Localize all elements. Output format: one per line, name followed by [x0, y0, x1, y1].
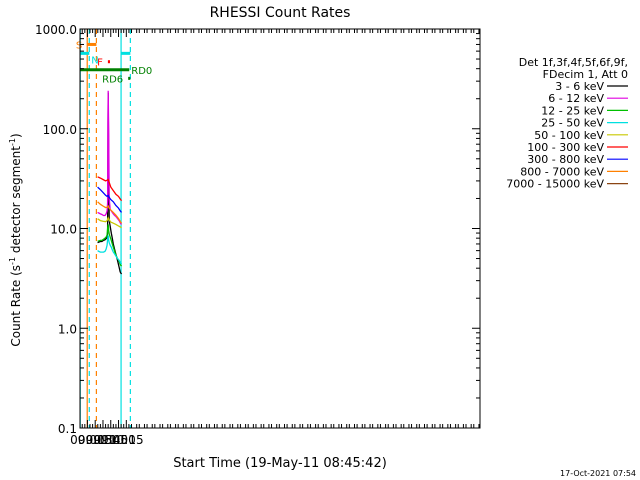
- legend-label: 100 - 300 keV: [527, 141, 604, 154]
- legend-label: 12 - 25 keV: [541, 104, 604, 117]
- state-bar-label-n: N: [91, 55, 98, 66]
- state-bar-label-f: F: [97, 58, 103, 69]
- x-tick-label: 09:30: [86, 433, 121, 447]
- series-line-4: [97, 235, 123, 265]
- legend-label: 300 - 800 keV: [527, 153, 604, 166]
- y-axis: 1000.0 100.0 10.0 1.0 0.1: [35, 23, 480, 436]
- legend: Det 1f,3f,4f,5f,6f,9f,FDecim 1, Att 03 -…: [506, 56, 628, 191]
- x-tick-label: 10:00: [101, 433, 136, 447]
- chart-title: RHESSI Count Rates: [210, 5, 351, 21]
- state-bar-label-s: S: [76, 40, 82, 51]
- x-tick-label: 10:15: [109, 433, 144, 447]
- legend-label: 6 - 12 keV: [548, 92, 604, 105]
- legend-header-line: Det 1f,3f,4f,5f,6f,9f,: [519, 56, 628, 69]
- x-tick-label: 09:15: [78, 433, 113, 447]
- y-tick-label: 10.0: [50, 223, 77, 237]
- footer-timestamp: 17-Oct-2021 07:54: [560, 469, 636, 478]
- y-axis-label: Count Rate (s-1 detector segment-1): [8, 133, 23, 346]
- series-line-7: [97, 186, 123, 213]
- y-tick-label: 0.1: [58, 422, 77, 436]
- legend-label: 7000 - 15000 keV: [506, 178, 604, 191]
- data-series: [97, 90, 123, 275]
- series-line-8: [97, 201, 123, 224]
- x-tick-label: 09:00: [70, 433, 105, 447]
- attenuator-state-bars: SNF RD0 RD6: [76, 40, 152, 85]
- series-line-6: [97, 176, 123, 202]
- legend-label: 25 - 50 keV: [541, 117, 604, 130]
- legend-label: 3 - 6 keV: [555, 80, 604, 93]
- y-tick-label: 1000.0: [35, 23, 77, 37]
- plot-frame: [79, 28, 481, 429]
- x-tick-label: 09:45: [93, 433, 128, 447]
- legend-header-line: FDecim 1, Att 0: [543, 68, 628, 81]
- state-bar-label-rd6: RD6: [102, 74, 123, 85]
- series-line-5: [97, 216, 122, 229]
- x-axis-label: Start Time (19-May-11 08:45:42): [173, 456, 387, 471]
- series-line-2: [97, 90, 123, 225]
- legend-label: 800 - 7000 keV: [520, 165, 604, 178]
- y-tick-label: 100.0: [43, 123, 77, 137]
- y-tick-label: 1.0: [58, 322, 77, 336]
- state-bar-label-rd0: RD0: [131, 66, 152, 77]
- legend-label: 50 - 100 keV: [534, 129, 604, 142]
